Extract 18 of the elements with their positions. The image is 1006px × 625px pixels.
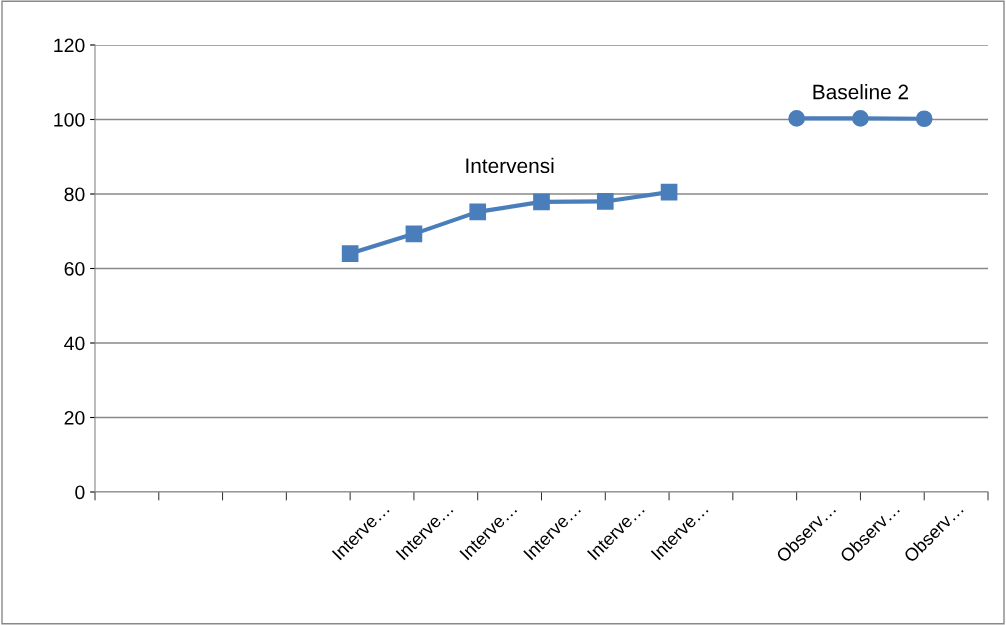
point: [341, 245, 359, 262]
point: [660, 183, 678, 201]
y-tick-label: 100: [54, 112, 85, 127]
y-tick-label: 80: [64, 187, 85, 202]
point: [596, 193, 614, 210]
point: [469, 203, 487, 221]
point: [915, 110, 933, 128]
y-tick-label: 20: [64, 410, 85, 425]
series-label: Intervensi: [466, 157, 554, 174]
point: [533, 193, 550, 211]
y-tick-label: 40: [64, 336, 85, 351]
point: [852, 110, 869, 127]
y-tick-label: 120: [54, 38, 85, 53]
point: [405, 225, 423, 243]
point: [788, 110, 805, 127]
y-tick-label: 60: [64, 261, 85, 276]
y-tick-label: 0: [75, 485, 85, 500]
series-label: Baseline 2: [813, 84, 909, 100]
